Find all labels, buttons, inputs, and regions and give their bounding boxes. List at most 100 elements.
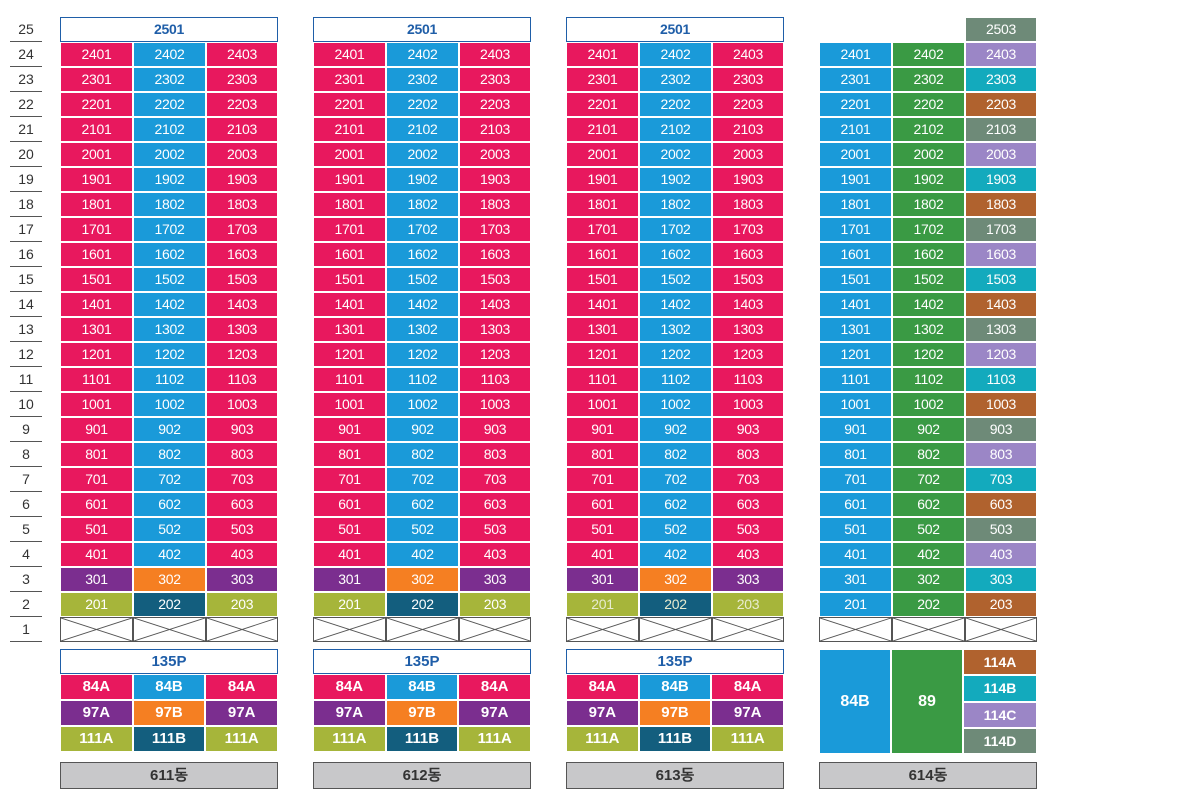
unit-cell[interactable]: 2003 — [206, 142, 278, 167]
unit-cell[interactable]: 1602 — [386, 242, 459, 267]
unit-cell[interactable]: 1903 — [965, 167, 1037, 192]
unit-cell[interactable]: 2102 — [133, 117, 206, 142]
unit-cell[interactable]: 503 — [459, 517, 531, 542]
unit-cell[interactable]: 1201 — [60, 342, 133, 367]
unit-cell[interactable]: 302 — [639, 567, 712, 592]
unit-cell[interactable]: 2303 — [459, 67, 531, 92]
unit-cell[interactable]: 1602 — [892, 242, 965, 267]
unit-cell[interactable]: 2203 — [459, 92, 531, 117]
unit-cell[interactable]: 1201 — [313, 342, 386, 367]
unit-cell[interactable]: 2203 — [712, 92, 784, 117]
unit-cell[interactable]: 2402 — [386, 42, 459, 67]
unit-cell[interactable]: 1002 — [133, 392, 206, 417]
unit-cell[interactable]: 2402 — [892, 42, 965, 67]
unit-cell[interactable]: 2403 — [965, 42, 1037, 67]
unit-cell[interactable]: 1303 — [965, 317, 1037, 342]
unit-cell[interactable]: 2002 — [639, 142, 712, 167]
unit-cell[interactable]: 202 — [892, 592, 965, 617]
unit-cell[interactable]: 203 — [206, 592, 278, 617]
unit-cell[interactable]: 2103 — [712, 117, 784, 142]
unit-cell[interactable]: 1302 — [639, 317, 712, 342]
unit-cell[interactable]: 2301 — [313, 67, 386, 92]
unit-cell[interactable]: 2401 — [313, 42, 386, 67]
unit-cell[interactable]: 2002 — [386, 142, 459, 167]
unit-cell[interactable]: 503 — [206, 517, 278, 542]
unit-cell[interactable]: 2102 — [892, 117, 965, 142]
unit-cell[interactable]: 901 — [313, 417, 386, 442]
unit-cell[interactable]: 2303 — [965, 67, 1037, 92]
unit-cell[interactable]: 1501 — [60, 267, 133, 292]
unit-cell[interactable]: 2403 — [459, 42, 531, 67]
unit-cell[interactable]: 1903 — [206, 167, 278, 192]
unit-cell[interactable]: 1202 — [639, 342, 712, 367]
unit-cell[interactable]: 1701 — [566, 217, 639, 242]
unit-cell[interactable]: 1101 — [313, 367, 386, 392]
unit-cell[interactable]: 701 — [313, 467, 386, 492]
unit-cell[interactable]: 1701 — [819, 217, 892, 242]
unit-cell[interactable]: 802 — [892, 442, 965, 467]
unit-cell[interactable]: 601 — [819, 492, 892, 517]
unit-cell[interactable]: 2301 — [566, 67, 639, 92]
unit-cell[interactable]: 1101 — [819, 367, 892, 392]
unit-cell[interactable]: 2203 — [206, 92, 278, 117]
unit-cell[interactable]: 501 — [60, 517, 133, 542]
unit-cell[interactable]: 1003 — [965, 392, 1037, 417]
unit-cell[interactable]: 1001 — [819, 392, 892, 417]
unit-cell[interactable]: 501 — [819, 517, 892, 542]
unit-cell[interactable]: 1403 — [459, 292, 531, 317]
unit-cell[interactable]: 301 — [313, 567, 386, 592]
unit-cell[interactable]: 2302 — [386, 67, 459, 92]
unit-cell[interactable]: 1603 — [206, 242, 278, 267]
unit-cell[interactable]: 2001 — [313, 142, 386, 167]
unit-cell[interactable]: 1702 — [386, 217, 459, 242]
unit-cell[interactable]: 1402 — [386, 292, 459, 317]
unit-cell[interactable]: 2101 — [566, 117, 639, 142]
unit-cell[interactable]: 1401 — [60, 292, 133, 317]
unit-cell[interactable]: 2202 — [386, 92, 459, 117]
unit-cell[interactable]: 1202 — [892, 342, 965, 367]
unit-cell[interactable]: 2102 — [386, 117, 459, 142]
unit-cell[interactable]: 201 — [60, 592, 133, 617]
unit-cell[interactable]: 1802 — [386, 192, 459, 217]
unit-cell[interactable]: 403 — [206, 542, 278, 567]
unit-cell[interactable]: 602 — [133, 492, 206, 517]
unit-cell[interactable]: 703 — [459, 467, 531, 492]
unit-cell[interactable]: 503 — [712, 517, 784, 542]
unit-cell[interactable]: 203 — [965, 592, 1037, 617]
unit-cell[interactable]: 301 — [819, 567, 892, 592]
unit-cell[interactable]: 1703 — [206, 217, 278, 242]
unit-cell[interactable]: 702 — [639, 467, 712, 492]
unit-cell[interactable]: 302 — [133, 567, 206, 592]
unit-cell[interactable]: 1901 — [566, 167, 639, 192]
unit-cell[interactable]: 1602 — [639, 242, 712, 267]
unit-cell[interactable]: 2303 — [712, 67, 784, 92]
unit-cell[interactable]: 1801 — [313, 192, 386, 217]
unit-cell[interactable]: 2401 — [819, 42, 892, 67]
unit-cell[interactable]: 402 — [639, 542, 712, 567]
unit-cell[interactable]: 1302 — [133, 317, 206, 342]
unit-cell[interactable]: 1401 — [819, 292, 892, 317]
unit-cell[interactable]: 702 — [386, 467, 459, 492]
unit-cell[interactable]: 1203 — [459, 342, 531, 367]
unit-cell[interactable]: 1202 — [386, 342, 459, 367]
unit-cell[interactable]: 2302 — [639, 67, 712, 92]
unit-cell[interactable]: 1803 — [206, 192, 278, 217]
unit-cell[interactable]: 1003 — [712, 392, 784, 417]
unit-cell[interactable]: 2201 — [819, 92, 892, 117]
unit-cell[interactable]: 1503 — [965, 267, 1037, 292]
unit-cell[interactable]: 2303 — [206, 67, 278, 92]
unit-cell[interactable]: 1402 — [133, 292, 206, 317]
unit-cell[interactable]: 2101 — [313, 117, 386, 142]
unit-cell[interactable]: 2403 — [206, 42, 278, 67]
unit-cell[interactable]: 1502 — [639, 267, 712, 292]
unit-cell[interactable]: 701 — [60, 467, 133, 492]
unit-cell[interactable]: 2402 — [639, 42, 712, 67]
unit-cell[interactable]: 201 — [566, 592, 639, 617]
unit-cell[interactable]: 2103 — [459, 117, 531, 142]
unit-cell[interactable]: 2201 — [60, 92, 133, 117]
unit-cell[interactable]: 1501 — [566, 267, 639, 292]
unit-cell[interactable]: 1701 — [60, 217, 133, 242]
unit-cell[interactable]: 2103 — [965, 117, 1037, 142]
unit-cell[interactable]: 1201 — [566, 342, 639, 367]
unit-cell[interactable]: 1803 — [965, 192, 1037, 217]
